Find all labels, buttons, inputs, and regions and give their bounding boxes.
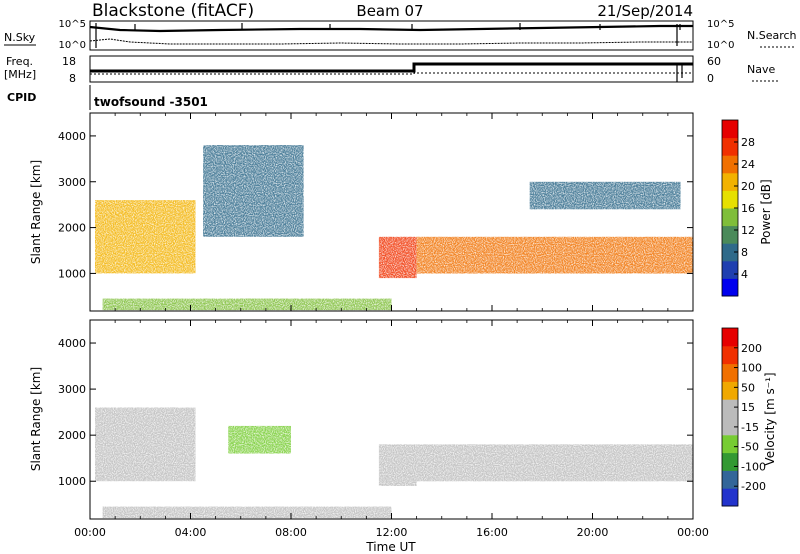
date-title: 21/Sep/2014 bbox=[597, 2, 693, 20]
power-colorbar-tick-3: 16 bbox=[741, 202, 755, 215]
nave-label: Nave bbox=[747, 63, 775, 76]
velocity-xtick-label-6: 00:00 bbox=[677, 526, 709, 539]
freq-unit: [MHz] bbox=[4, 68, 36, 81]
velocity-colorbar-segment-9 bbox=[722, 328, 738, 347]
power-colorbar-segment-0 bbox=[722, 278, 738, 297]
velocity-ytick-label-0: 1000 bbox=[58, 475, 86, 488]
power-heatmap: 1000 2000 3000 4000 bbox=[58, 112, 694, 312]
velocity-colorbar-segment-2 bbox=[722, 452, 738, 471]
power-colorbar-segment-8 bbox=[722, 137, 738, 156]
power-colorbar-segment-5 bbox=[722, 190, 738, 209]
power-colorbar-label: Power [dB] bbox=[759, 179, 773, 244]
power-colorbar-segment-3 bbox=[722, 225, 738, 244]
velocity-colorbar-segment-6 bbox=[722, 381, 738, 400]
velocity-colorbar-tick-6: -100 bbox=[741, 460, 766, 473]
freq-tick-top: 18 bbox=[62, 55, 76, 68]
power-colorbar-tick-0: 28 bbox=[741, 136, 755, 149]
velocity-xtick-label-4: 16:00 bbox=[476, 526, 508, 539]
velocity-colorbar: 200 100 50 15 -15 -50 -100 -200 bbox=[721, 327, 766, 507]
velocity-colorbar-tick-4: -15 bbox=[741, 421, 759, 434]
station-title: Blackstone (fitACF) bbox=[92, 1, 254, 21]
nsearch-trace bbox=[89, 38, 693, 45]
nsearch-tick-top: 10^5 bbox=[707, 19, 734, 30]
power-colorbar-tick-1: 24 bbox=[741, 158, 755, 171]
freq-panel bbox=[89, 55, 694, 83]
power-colorbar-tick-6: 4 bbox=[741, 268, 748, 281]
nsky-tick-bottom: 10^0 bbox=[59, 40, 86, 51]
nsky-tick-top: 10^5 bbox=[59, 19, 86, 30]
velocity-xtick-label-3: 12:00 bbox=[376, 526, 408, 539]
power-ytick-label-2: 3000 bbox=[58, 176, 86, 189]
nsky-trace bbox=[89, 24, 693, 33]
power-colorbar-segment-2 bbox=[722, 243, 738, 262]
velocity-colorbar-segment-1 bbox=[722, 470, 738, 489]
cpid-label: CPID bbox=[7, 91, 36, 104]
velocity-colorbar-tick-7: -200 bbox=[741, 480, 766, 493]
nave-tick-top: 60 bbox=[707, 55, 721, 68]
power-ytick-label-3: 4000 bbox=[58, 130, 86, 143]
nsearch-tick-bottom: 10^0 bbox=[707, 40, 734, 51]
velocity-colorbar-segment-4 bbox=[722, 417, 738, 436]
power-colorbar-segment-1 bbox=[722, 260, 738, 279]
freq-label: Freq. bbox=[6, 55, 33, 68]
nsky-label: N.Sky bbox=[4, 31, 36, 44]
velocity-colorbar-label: Velocity [m s⁻¹] bbox=[763, 372, 777, 465]
power-colorbar-segment-6 bbox=[722, 172, 738, 191]
power-colorbar-tick-2: 20 bbox=[741, 180, 755, 193]
velocity-ylabel: Slant Range [km] bbox=[29, 367, 43, 471]
velocity-colorbar-tick-2: 50 bbox=[741, 381, 755, 394]
power-colorbar-tick-5: 8 bbox=[741, 246, 748, 259]
velocity-colorbar-tick-0: 200 bbox=[741, 342, 762, 355]
velocity-xtick-label-0: 00:00 bbox=[74, 526, 106, 539]
freq-tick-bottom: 8 bbox=[69, 72, 76, 85]
velocity-ytick-label-3: 4000 bbox=[58, 337, 86, 350]
power-ylabel: Slant Range [km] bbox=[29, 160, 43, 264]
velocity-heatmap: 00:00 04:00 08:00 12:00 16:00 20:00 00:00 1000 2… bbox=[58, 319, 709, 539]
velocity-ytick-label-2: 3000 bbox=[58, 383, 86, 396]
cpid-value: twofsound -3501 bbox=[94, 95, 208, 109]
power-ytick-label-0: 1000 bbox=[58, 267, 86, 280]
x-axis-label: Time UT bbox=[365, 540, 416, 554]
beam-title: Beam 07 bbox=[356, 2, 423, 20]
power-colorbar-segment-9 bbox=[722, 120, 738, 139]
nave-tick-bottom: 0 bbox=[707, 72, 714, 85]
velocity-colorbar-segment-7 bbox=[722, 363, 738, 382]
velocity-xtick-label-2: 08:00 bbox=[275, 526, 307, 539]
velocity-colorbar-tick-3: 15 bbox=[741, 401, 755, 414]
velocity-colorbar-segment-5 bbox=[722, 399, 738, 418]
nsearch-label: N.Search bbox=[747, 29, 797, 42]
velocity-colorbar-tick-5: -50 bbox=[741, 441, 759, 454]
freq-trace bbox=[90, 62, 693, 73]
velocity-colorbar-segment-0 bbox=[722, 488, 738, 507]
power-colorbar-segment-7 bbox=[722, 155, 738, 174]
velocity-colorbar-segment-3 bbox=[722, 434, 738, 454]
power-colorbar: 28 24 20 16 12 8 4 bbox=[721, 119, 755, 297]
velocity-colorbar-segment-8 bbox=[722, 345, 738, 365]
power-ytick-label-1: 2000 bbox=[58, 222, 86, 235]
velocity-xtick-label-5: 20:00 bbox=[577, 526, 609, 539]
velocity-xtick-label-1: 04:00 bbox=[175, 526, 207, 539]
nsky-panel bbox=[89, 20, 694, 51]
power-colorbar-tick-4: 12 bbox=[741, 224, 755, 237]
velocity-ytick-label-1: 2000 bbox=[58, 429, 86, 442]
power-colorbar-segment-4 bbox=[722, 208, 738, 227]
velocity-colorbar-tick-1: 100 bbox=[741, 362, 762, 375]
nave-trace bbox=[90, 72, 693, 75]
